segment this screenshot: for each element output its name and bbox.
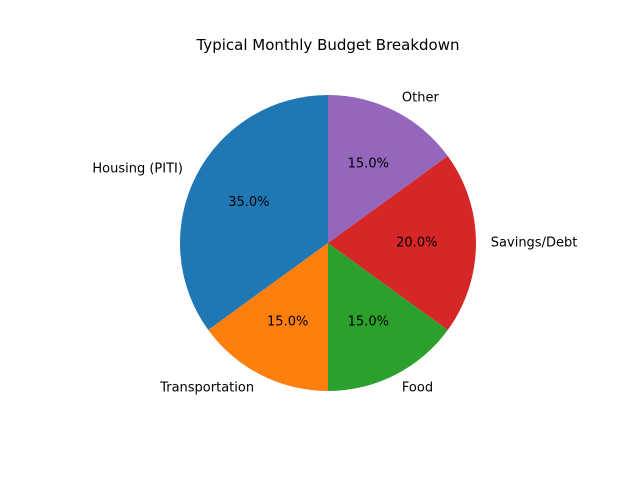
slice-label-savings-debt: Savings/Debt [491,236,578,251]
pie-slice-food [328,243,448,391]
slice-label-other: Other [402,90,440,105]
pct-label-other: 15.0% [348,156,389,171]
pct-label-food: 15.0% [348,315,389,330]
pie-slice-savings-debt [328,156,476,330]
slice-label-housing-piti: Housing (PITI) [92,162,183,177]
pie-slices [180,95,476,391]
slice-label-transportation: Transportation [159,381,254,396]
pie-slice-other [328,95,448,243]
pie-slice-transportation [208,243,328,391]
pie-labels: Housing (PITI) 35.0% Transportation 15.0% Fo… [92,90,577,395]
chart-title: Typical Monthly Budget Breakdown [195,36,459,54]
pie-slice-housing-piti [180,95,328,330]
pct-label-savings-debt: 20.0% [396,236,437,251]
slice-label-food: Food [402,381,433,396]
pct-label-housing-piti: 35.0% [228,195,269,210]
pct-label-transportation: 15.0% [267,315,308,330]
